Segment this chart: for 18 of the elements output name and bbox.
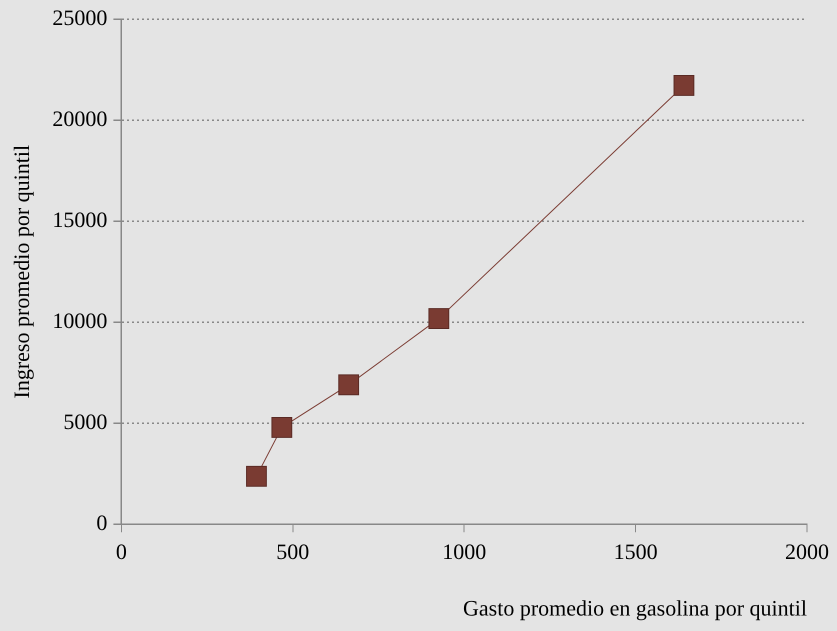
point bbox=[674, 75, 694, 96]
point bbox=[338, 374, 360, 396]
y-tick-label: 5000 bbox=[63, 408, 108, 434]
y-tick-label: 25000 bbox=[52, 4, 108, 30]
y-tick-label: 15000 bbox=[52, 206, 108, 232]
x-axis-title: Gasto promedio en gasolina por quintil bbox=[463, 596, 807, 621]
y-tick-label: 0 bbox=[96, 510, 108, 535]
y-axis-title: Ingreso promedio por quintil bbox=[8, 144, 34, 398]
point bbox=[271, 417, 292, 438]
y-tick-label: 20000 bbox=[52, 106, 108, 131]
x-tick-label: 2000 bbox=[785, 539, 829, 564]
y-tick-label: 10000 bbox=[52, 308, 108, 333]
x-tick-label: 0 bbox=[116, 539, 127, 564]
x-tick-label: 1500 bbox=[614, 539, 658, 564]
point bbox=[246, 466, 267, 487]
x-tick-label: 1000 bbox=[442, 539, 486, 564]
point bbox=[428, 308, 450, 329]
x-tick-label: 500 bbox=[276, 539, 310, 564]
